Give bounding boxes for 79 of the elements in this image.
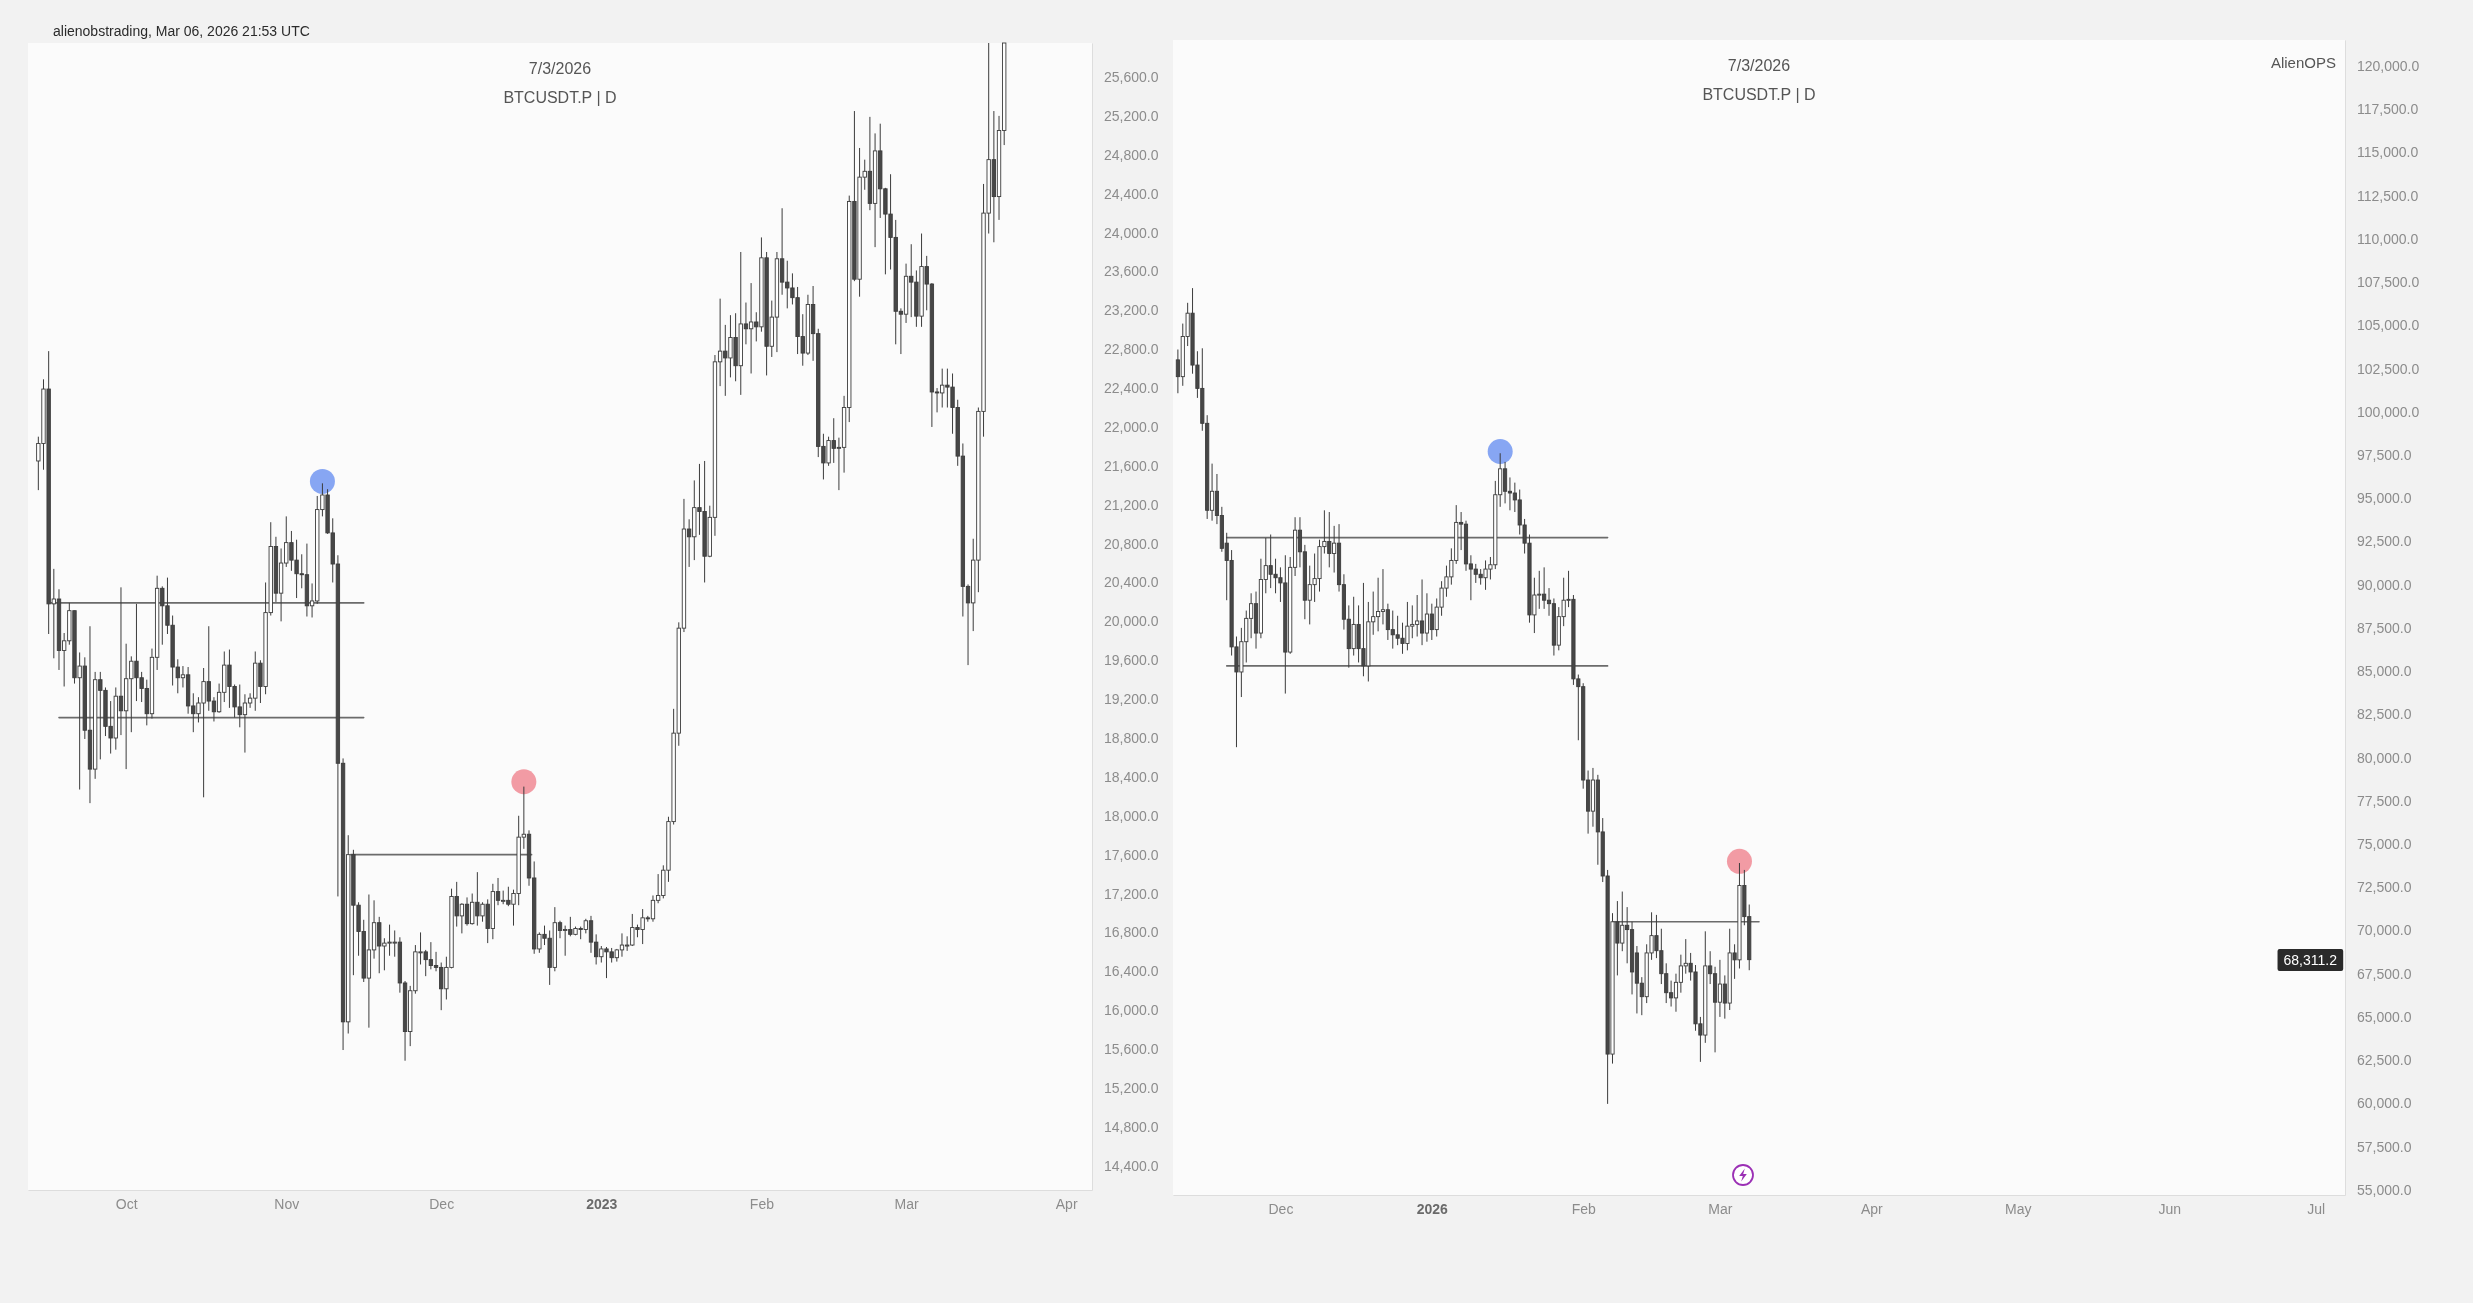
- x-tick-label: Jun: [2158, 1200, 2181, 1217]
- y-tick-label: 72,500.0: [2357, 879, 2412, 896]
- y-tick-label: 20,800.0: [1104, 535, 1159, 552]
- y-tick-label: 18,400.0: [1104, 768, 1159, 785]
- y-tick-label: 117,500.0: [2357, 101, 2419, 118]
- y-tick-label: 80,000.0: [2357, 749, 2412, 766]
- y-tick-label: 92,500.0: [2357, 533, 2412, 550]
- x-tick-label: May: [2005, 1200, 2032, 1217]
- x-tick-label: 2026: [1416, 1200, 1449, 1217]
- y-tick-label: 19,600.0: [1104, 652, 1159, 669]
- y-tick-label: 23,200.0: [1104, 302, 1159, 319]
- y-tick-label: 90,000.0: [2357, 576, 2412, 593]
- y-tick-label: 17,600.0: [1104, 846, 1159, 863]
- y-tick-label: 18,000.0: [1104, 807, 1159, 824]
- y-tick-label: 82,500.0: [2357, 706, 2412, 723]
- x-tick-label: Mar: [1708, 1200, 1733, 1217]
- y-tick-label: 24,400.0: [1104, 185, 1159, 202]
- y-tick-label: 22,000.0: [1104, 418, 1159, 435]
- y-tick-label: 105,000.0: [2357, 317, 2420, 334]
- y-tick-label: 70,000.0: [2357, 922, 2412, 939]
- y-tick-label: 16,800.0: [1104, 924, 1159, 941]
- candlestick: [1419, 578, 1425, 646]
- x-tick-label: Oct: [115, 1195, 138, 1212]
- text: alienobstrading, Mar 06, 2026 21:53 UTC: [53, 23, 310, 39]
- y-tick-label: 14,800.0: [1104, 1118, 1159, 1135]
- y-tick-label: 21,200.0: [1104, 496, 1159, 513]
- y-tick-label: 55,000.0: [2357, 1181, 2412, 1198]
- y-tick-label: 115,000.0: [2357, 144, 2419, 161]
- x-tick-label: Dec: [429, 1195, 455, 1212]
- y-tick-label: 67,500.0: [2357, 965, 2412, 982]
- y-tick-label: 77,500.0: [2357, 792, 2412, 809]
- y-tick-label: 20,400.0: [1104, 574, 1159, 591]
- text: BTCUSDT.P | D: [503, 89, 617, 106]
- y-tick-label: 60,000.0: [2357, 1095, 2412, 1112]
- y-tick-label: 120,000.0: [2357, 57, 2420, 74]
- y-tick-label: 87,500.0: [2357, 619, 2412, 636]
- y-tick-label: 25,600.0: [1104, 69, 1159, 85]
- y-tick-label: 24,800.0: [1104, 146, 1159, 163]
- y-tick-label: 16,400.0: [1104, 963, 1159, 980]
- y-tick-label: 16,000.0: [1104, 1002, 1159, 1019]
- y-tick-label: 97,500.0: [2357, 446, 2412, 463]
- y-tick-label: 18,800.0: [1104, 729, 1159, 746]
- y-tick-label: 95,000.0: [2357, 490, 2412, 507]
- text: 7/3/2026: [1727, 57, 1791, 74]
- y-tick-label: 65,000.0: [2357, 1008, 2412, 1025]
- y-tick-label: 112,500.0: [2357, 187, 2419, 204]
- y-tick-label: 14,400.0: [1104, 1157, 1159, 1174]
- y-tick-label: 23,600.0: [1104, 263, 1159, 280]
- x-tick-label: 2023: [586, 1195, 618, 1212]
- y-tick-label: 17,200.0: [1104, 885, 1159, 902]
- y-tick-label: 15,200.0: [1104, 1079, 1159, 1096]
- y-tick-label: 107,500.0: [2357, 274, 2420, 291]
- x-tick-label: Feb: [749, 1195, 775, 1212]
- annotation: AlienOPS: [2270, 54, 2336, 71]
- y-tick-label: 57,500.0: [2357, 1138, 2412, 1155]
- annotation: 68,311.2: [2283, 951, 2338, 968]
- x-tick-label: Mar: [894, 1195, 919, 1212]
- x-tick-label: Apr: [1055, 1195, 1078, 1212]
- y-tick-label: 75,000.0: [2357, 835, 2412, 852]
- y-tick-label: 19,200.0: [1104, 691, 1159, 708]
- y-tick-label: 24,000.0: [1104, 224, 1159, 241]
- x-tick-label: Jul: [2307, 1200, 2326, 1217]
- y-tick-label: 15,600.0: [1104, 1041, 1159, 1058]
- x-tick-label: Apr: [1860, 1200, 1884, 1217]
- x-tick-label: Feb: [1571, 1200, 1596, 1217]
- y-tick-label: 110,000.0: [2357, 230, 2419, 247]
- y-tick-label: 20,000.0: [1104, 613, 1159, 630]
- y-tick-label: 100,000.0: [2357, 403, 2420, 420]
- text: 7/3/2026: [528, 60, 592, 77]
- text: BTCUSDT.P | D: [1702, 86, 1816, 103]
- y-tick-label: 21,600.0: [1104, 457, 1159, 474]
- y-tick-label: 85,000.0: [2357, 663, 2412, 680]
- x-tick-label: Nov: [274, 1195, 300, 1212]
- y-tick-label: 102,500.0: [2357, 360, 2420, 377]
- y-tick-label: 22,400.0: [1104, 380, 1159, 397]
- y-tick-label: 25,200.0: [1104, 107, 1159, 124]
- y-tick-label: 22,800.0: [1104, 341, 1159, 358]
- x-tick-label: Dec: [1268, 1200, 1294, 1217]
- y-tick-label: 62,500.0: [2357, 1052, 2412, 1069]
